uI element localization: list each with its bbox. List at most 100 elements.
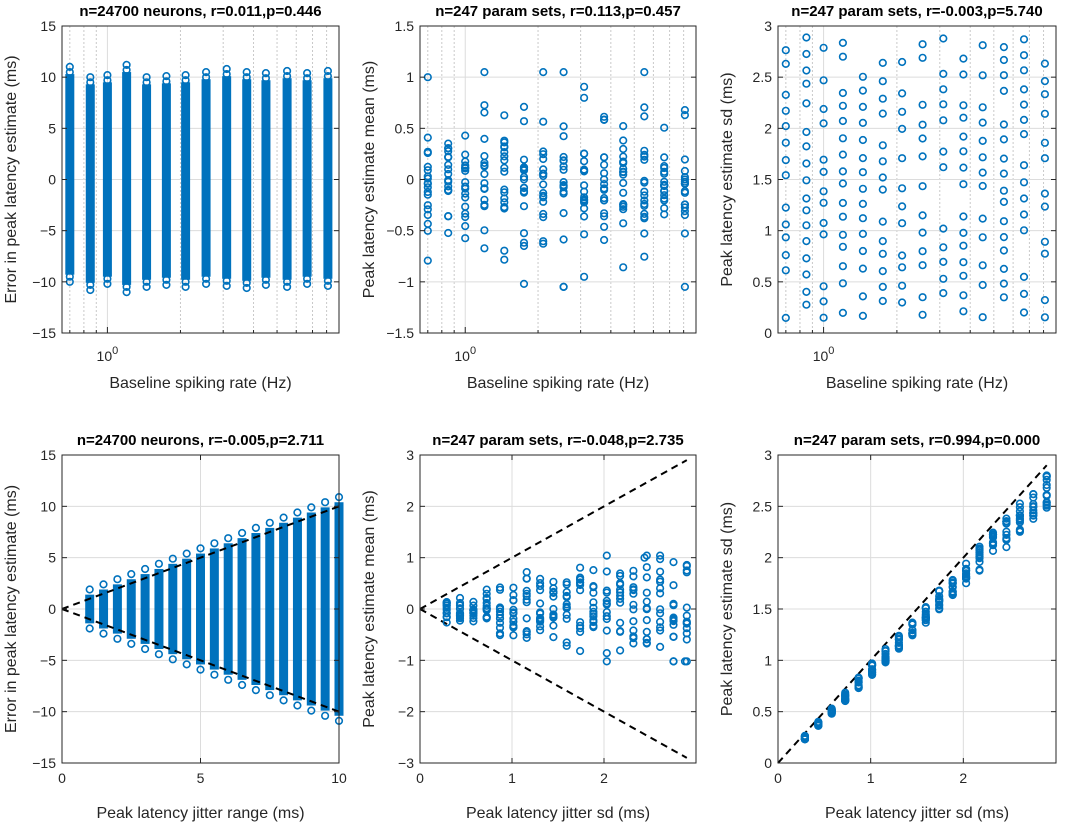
data-point <box>878 109 887 118</box>
data-point <box>142 282 151 292</box>
data-column-band <box>196 553 205 665</box>
data-point <box>629 585 638 595</box>
y-tick-label: 0.5 <box>753 704 773 720</box>
data-point <box>575 586 585 595</box>
data-point <box>522 586 531 596</box>
data-point <box>655 589 665 598</box>
data-point <box>575 563 585 572</box>
data-point <box>999 42 1009 52</box>
data-point <box>1040 138 1049 147</box>
x-tick-label: 0 <box>774 770 782 786</box>
data-point <box>423 187 432 197</box>
data-point <box>918 120 927 129</box>
data-point <box>619 219 628 228</box>
data-point <box>640 152 649 161</box>
data-point <box>680 657 690 666</box>
data-point <box>629 626 638 635</box>
series-param-sets <box>423 67 690 292</box>
y-tick-label: 15 <box>40 447 56 463</box>
data-point <box>978 181 987 191</box>
data-point <box>562 587 571 597</box>
data-point <box>615 588 625 597</box>
data-point <box>655 623 665 632</box>
data-point <box>423 172 432 181</box>
data-point <box>897 89 907 98</box>
y-axis-label: Peak latency estimate mean (ms) <box>361 61 378 298</box>
data-point <box>640 252 649 261</box>
data-point <box>1019 194 1029 203</box>
reference-lines <box>419 459 688 759</box>
data-point <box>142 277 151 286</box>
data-point <box>65 67 74 77</box>
data-point <box>841 692 850 701</box>
data-point <box>519 238 529 247</box>
data-point <box>242 73 251 82</box>
data-point <box>1019 178 1029 187</box>
data-point <box>978 313 987 322</box>
data-point <box>858 311 868 321</box>
data-point <box>599 212 609 221</box>
data-point <box>1040 202 1049 211</box>
data-point <box>103 70 112 80</box>
data-point <box>461 131 470 140</box>
data-point <box>629 617 638 626</box>
data-point <box>959 113 968 122</box>
data-point <box>655 605 665 614</box>
data-point <box>210 670 219 679</box>
data-point <box>323 66 333 76</box>
y-axis-label: Peak latency estimate sd (ms) <box>719 502 736 716</box>
data-point <box>182 660 191 669</box>
y-axis-label: Peak latency estimate mean (ms) <box>361 490 378 727</box>
data-point <box>442 618 451 627</box>
y-tick-label: 5 <box>48 120 56 136</box>
data-point <box>509 596 518 605</box>
data-point <box>599 115 609 124</box>
data-point <box>918 310 927 319</box>
data-point <box>682 617 691 626</box>
data-point <box>660 194 669 203</box>
data-point <box>802 270 811 279</box>
data-point <box>1040 59 1049 68</box>
data-point <box>939 85 948 94</box>
data-point <box>242 67 251 77</box>
data-point <box>1042 475 1051 484</box>
data-point <box>897 202 907 211</box>
data-point <box>640 212 649 221</box>
data-point <box>975 557 984 567</box>
data-point <box>918 211 927 220</box>
data-point <box>878 217 887 226</box>
y-tick-label: −3 <box>398 755 414 771</box>
data-point <box>602 657 611 666</box>
data-column-band <box>142 84 152 280</box>
panel-title: n=24700 neurons, r=-0.005,p=2.711 <box>77 432 324 449</box>
data-point <box>1040 189 1049 198</box>
reference-lines <box>777 464 1048 764</box>
data-point <box>509 631 518 640</box>
data-point <box>162 280 171 290</box>
data-point <box>660 191 669 200</box>
data-point <box>480 169 489 179</box>
data-point <box>858 292 868 301</box>
data-point <box>539 169 548 178</box>
data-point <box>444 165 453 174</box>
data-point <box>629 633 638 643</box>
data-point <box>589 621 598 631</box>
data-point <box>535 616 545 625</box>
data-point <box>500 255 509 264</box>
data-point <box>589 565 598 575</box>
data-point <box>599 209 609 218</box>
data-point <box>640 229 649 238</box>
data-point <box>283 277 292 286</box>
data-point <box>482 601 491 610</box>
data-point <box>988 528 998 537</box>
data-point <box>539 237 548 246</box>
data-point <box>500 143 509 152</box>
data-point <box>559 165 568 174</box>
data-point <box>599 180 609 189</box>
data-point <box>894 638 904 648</box>
data-point <box>878 173 887 182</box>
data-point <box>86 280 95 290</box>
data-point <box>838 279 848 288</box>
axes-5: −3 −2 −1 0 1 2 3 0 1 2 n=247 param sets, r=-0.048,… <box>361 432 697 822</box>
data-point <box>519 279 529 289</box>
